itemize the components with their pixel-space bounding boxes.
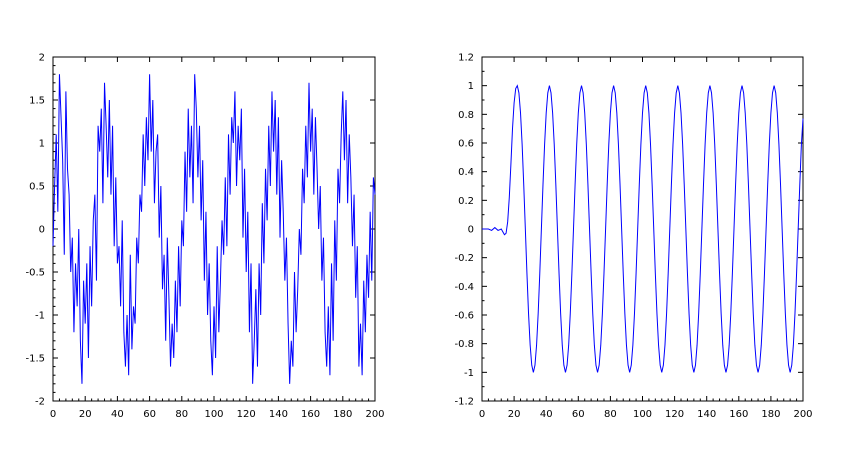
- left-x-tick-label: 160: [301, 409, 320, 420]
- right-y-tick-label: 0.2: [458, 196, 474, 207]
- left-y-tick-label: -1.5: [25, 354, 45, 365]
- right-y-tick-label: 0: [468, 225, 474, 236]
- right-y-tick-label: -0.4: [454, 282, 474, 293]
- left-y-tick-label: 1.5: [29, 96, 45, 107]
- right-x-tick-label: 40: [540, 409, 553, 420]
- left-x-tick-label: 60: [143, 409, 156, 420]
- left-x-tick-label: 140: [269, 409, 288, 420]
- right-y-tick-label: 0.6: [458, 139, 474, 150]
- left-x-tick-label: 80: [175, 409, 188, 420]
- left-x-tick-label: 120: [237, 409, 256, 420]
- right-y-tick-label: 0.8: [458, 110, 474, 121]
- left-x-tick-label: 0: [50, 409, 56, 420]
- right-y-tick-label: -0.8: [454, 339, 474, 350]
- left-y-tick-label: 1: [39, 139, 45, 150]
- left-plot: 0 20 40 60 80 100 120 140 160 180 200-2-1.5-1-0.50…: [25, 53, 384, 421]
- right-x-tick-label: 80: [604, 409, 617, 420]
- right-y-tick-label: 1.2: [458, 53, 474, 64]
- right-x-tick-label: 100: [633, 409, 652, 420]
- right-series-line-0: [482, 84, 804, 373]
- left-x-tick-label: 200: [365, 409, 384, 420]
- right-y-tick-label: 1: [468, 81, 474, 92]
- left-x-tick-label: 40: [111, 409, 124, 420]
- left-y-tick-label: 2: [39, 53, 45, 64]
- right-y-tick-label: -1: [464, 368, 474, 379]
- right-y-tick-label: 0.4: [458, 167, 474, 178]
- left-y-tick-label: -2: [35, 397, 45, 408]
- right-y-tick-label: -0.6: [454, 311, 474, 322]
- left-x-tick-label: 100: [204, 409, 223, 420]
- right-x-tick-label: 60: [572, 409, 585, 420]
- left-x-tick-label: 180: [333, 409, 352, 420]
- right-x-tick-label: 180: [761, 409, 780, 420]
- left-series-line-0: [52, 74, 376, 384]
- right-plot: 0 20 40 60 80 100 120 140 160 180 200 -1.2 -1 -0.8 -0.…: [454, 53, 812, 421]
- right-x-tick-label: 0: [479, 409, 485, 420]
- right-x-tick-label: 20: [508, 409, 521, 420]
- left-y-tick-label: 0.5: [29, 182, 45, 193]
- left-x-tick-label: 20: [79, 409, 92, 420]
- right-y-tick-label: -1.2: [454, 397, 474, 408]
- left-y-tick-label: -0.5: [25, 268, 45, 279]
- right-y-tick-label: -0.2: [454, 253, 474, 264]
- right-x-tick-label: 200: [793, 409, 812, 420]
- right-x-tick-label: 140: [697, 409, 716, 420]
- right-x-tick-label: 120: [665, 409, 684, 420]
- right-x-tick-label: 160: [729, 409, 748, 420]
- left-y-tick-label: 0: [39, 225, 45, 236]
- left-y-tick-label: -1: [35, 311, 45, 322]
